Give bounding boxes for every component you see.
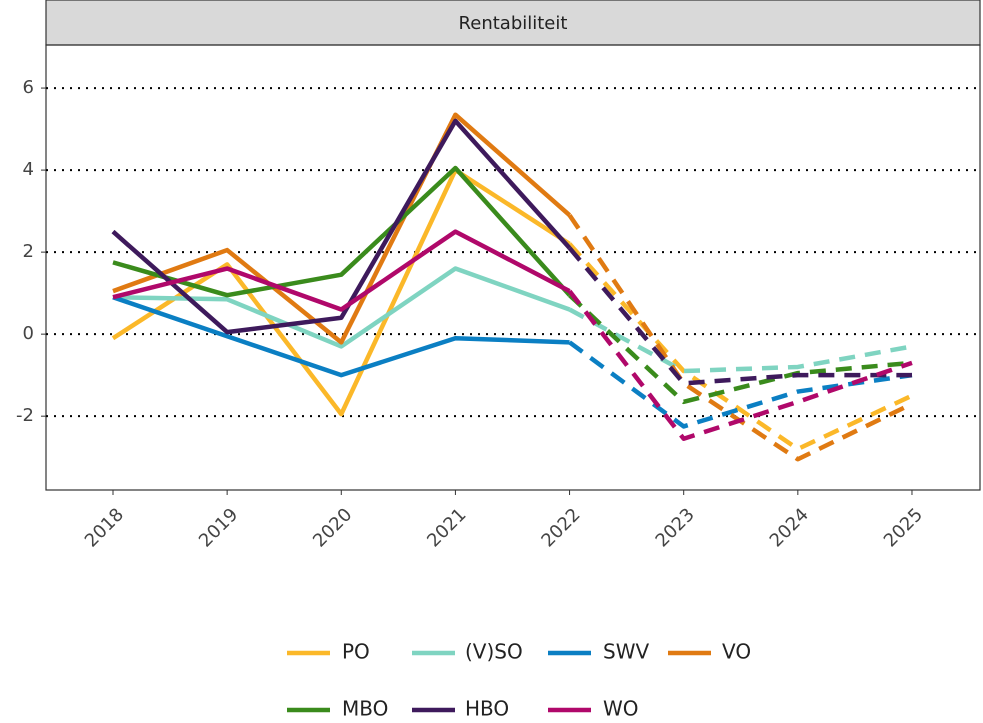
x-tick-label: 2022 [537,504,584,551]
x-tick-label: 2023 [652,504,699,551]
x-tick-label: 2021 [423,504,470,551]
legend-label: HBO [465,697,509,721]
x-tick-label: 2025 [880,504,927,551]
series-line [567,242,913,452]
y-tick-label: 2 [23,241,34,262]
x-tick-label: 2019 [195,504,242,551]
legend-label: MBO [342,697,388,721]
y-tick-label: 4 [23,159,34,180]
series-line [568,307,913,374]
series-line [567,246,912,386]
legend-label: SWV [603,640,649,664]
chart-title: Rentabiliteit [459,13,568,34]
series-line [112,112,572,345]
x-tick-label: 2018 [81,504,128,551]
y-tick-label: 6 [23,77,34,98]
legend-label: (V)SO [465,640,523,664]
plot-frame [45,44,981,491]
series-line [111,167,571,417]
x-tick-label: 2024 [766,504,813,551]
series-line [112,295,570,378]
legend-label: PO [342,640,370,664]
series-line [112,229,571,312]
series-line [567,289,913,441]
series-line [111,118,572,335]
y-tick-label: -2 [16,405,34,426]
series-line [568,293,913,405]
series-line [112,165,572,298]
y-tick-label: 0 [23,323,34,344]
x-tick-label: 2020 [309,504,356,551]
legend-label: WO [603,697,639,721]
strip [45,0,981,46]
legend-label: VO [722,640,751,664]
